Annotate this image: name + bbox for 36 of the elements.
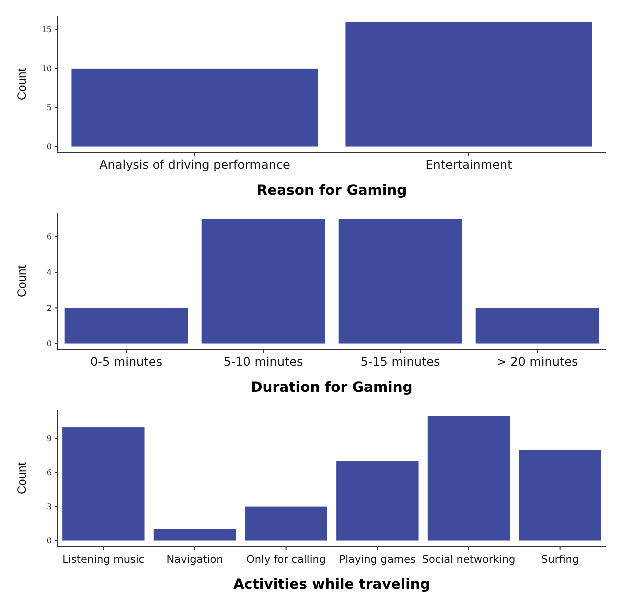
bar <box>519 450 602 541</box>
x-axis-title: Duration for Gaming <box>251 380 413 396</box>
x-tick-label: Analysis of driving performance <box>100 158 290 172</box>
y-tick-label: 2 <box>46 304 52 313</box>
y-tick-label: 6 <box>46 468 52 478</box>
y-axis-title: Count <box>15 68 29 101</box>
y-tick-label: 10 <box>42 64 52 74</box>
y-tick-label: 4 <box>46 268 52 278</box>
x-axis-title: Activities while traveling <box>234 577 430 593</box>
y-tick-label: 9 <box>46 434 52 444</box>
x-tick-label: Only for calling <box>246 554 326 566</box>
y-tick-label: 0 <box>46 536 52 546</box>
x-tick-label: Social networking <box>422 554 516 566</box>
y-axis-title: Count <box>15 462 29 495</box>
x-tick-label: > 20 minutes <box>496 355 578 369</box>
x-tick-label: Navigation <box>166 554 224 566</box>
y-tick-label: 0 <box>46 339 52 348</box>
x-tick-label: Surfing <box>542 554 580 566</box>
y-tick-label: 5 <box>46 103 52 112</box>
x-tick-label: Listening music <box>62 554 145 566</box>
x-axis-title: Reason for Gaming <box>256 183 408 199</box>
bar <box>428 416 510 541</box>
y-tick-label: 15 <box>42 26 52 35</box>
y-axis-title: Count <box>15 264 29 298</box>
x-tick-label: 0-5 minutes <box>90 355 162 369</box>
bar <box>62 428 145 541</box>
bar <box>154 529 236 541</box>
bar <box>245 506 328 541</box>
y-tick-label: 3 <box>46 502 52 512</box>
x-tick-label: Playing games <box>339 554 416 566</box>
y-tick-label: 6 <box>46 232 52 242</box>
x-tick-label: 5-15 minutes <box>360 355 440 369</box>
x-tick-label: 5-10 minutes <box>224 355 304 369</box>
x-tick-label: Entertainment <box>426 158 513 172</box>
bar <box>336 462 419 541</box>
y-tick-label: 0 <box>46 142 52 152</box>
